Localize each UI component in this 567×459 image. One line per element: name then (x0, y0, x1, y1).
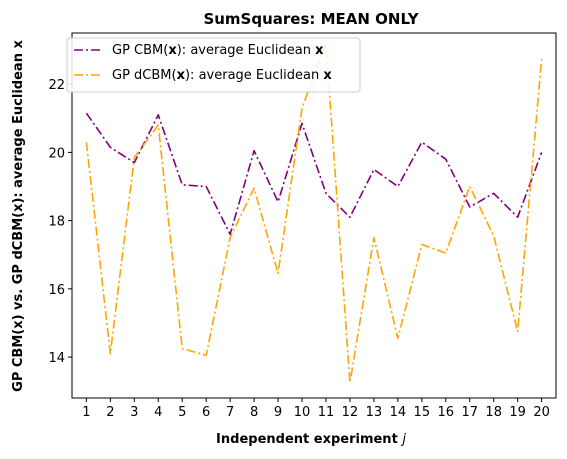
x-tick-label: 12 (342, 405, 359, 420)
y-tick-label: 14 (48, 351, 65, 366)
legend-label-part: ): average Euclidean (177, 43, 315, 58)
y-axis-label: GP CBM(x) vs. GP dCBM(x): average Euclid… (11, 40, 26, 392)
legend-label-1: GP CBM(x): average Euclidean x (112, 43, 324, 58)
legend-label-part: x (315, 43, 324, 58)
legend-label-part: GP CBM( (112, 43, 168, 58)
x-tick-label: 17 (461, 405, 478, 420)
series-line-1 (85, 112, 543, 236)
legend-label-part: x (168, 43, 177, 58)
x-tick-label: 10 (294, 405, 311, 420)
x-tick-label: 5 (178, 405, 186, 420)
x-tick-label: 6 (202, 405, 210, 420)
series-line-2 (85, 42, 543, 384)
x-tick-label: 20 (533, 405, 550, 420)
plot-frame (71, 32, 557, 399)
x-tick-label: 11 (318, 405, 335, 420)
legend: GP CBM(x): average Euclidean xGP dCBM(x)… (66, 37, 361, 93)
y-tick-label: 20 (48, 146, 65, 161)
x-tick-label: 13 (366, 405, 383, 420)
x-tick-label: 19 (509, 405, 526, 420)
y-axis-ticks: 14 16 18 20 22 (48, 78, 72, 366)
y-tick-label: 16 (48, 283, 65, 298)
legend-frame (66, 37, 361, 93)
series-lines (85, 42, 543, 384)
legend-label-part: GP dCBM( (112, 68, 177, 83)
legend-label-part: ): average Euclidean (185, 68, 323, 83)
legend-label-2: GP dCBM(x): average Euclidean x (112, 68, 332, 83)
legend-label-part: x (177, 68, 186, 83)
x-tick-label: 1 (82, 405, 90, 420)
x-tick-label: 8 (250, 405, 258, 420)
x-axis-label-var: j (400, 432, 406, 447)
chart-title: SumSquares: MEAN ONLY (203, 10, 419, 28)
x-axis-label-text: Independent experiment (216, 432, 402, 447)
legend-label-part: x (323, 68, 332, 83)
x-tick-label: 2 (106, 405, 114, 420)
x-tick-label: 15 (414, 405, 431, 420)
x-tick-label: 18 (485, 405, 502, 420)
x-axis-ticks: 1 2 3 4 5 6 7 8 9 10 11 12 13 14 15 16 17 18 19 20 (82, 398, 550, 420)
x-axis-label: Independent experiment j (216, 432, 406, 447)
y-tick-label: 18 (48, 215, 65, 230)
x-tick-label: 3 (130, 405, 138, 420)
x-tick-label: 9 (274, 405, 282, 420)
x-tick-label: 4 (154, 405, 162, 420)
x-tick-label: 16 (438, 405, 455, 420)
y-tick-label: 22 (48, 78, 65, 93)
x-tick-label: 7 (226, 405, 234, 420)
x-tick-label: 14 (390, 405, 407, 420)
